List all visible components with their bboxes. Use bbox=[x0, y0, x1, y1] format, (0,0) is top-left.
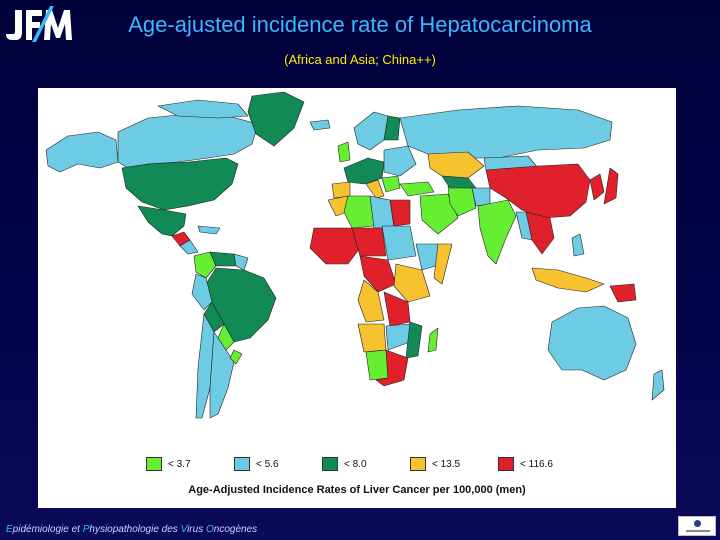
legend-item: < 116.6 bbox=[498, 457, 568, 471]
region-madagascar bbox=[427, 327, 439, 353]
region-new-zealand bbox=[651, 369, 665, 401]
region-philippines bbox=[571, 233, 585, 257]
region-canada bbox=[117, 113, 259, 169]
legend-label: < 13.5 bbox=[432, 458, 461, 470]
legend-item: < 8.0 bbox=[322, 457, 392, 471]
legend-swatch bbox=[410, 457, 426, 471]
region-australia bbox=[547, 305, 637, 381]
legend-item: < 5.6 bbox=[234, 457, 304, 471]
region-uk bbox=[337, 141, 351, 163]
region-middle-east bbox=[419, 193, 459, 235]
region-central-africa bbox=[359, 255, 397, 293]
region-guianas bbox=[233, 253, 249, 271]
jfm-logo bbox=[6, 6, 72, 42]
region-papua bbox=[609, 283, 637, 303]
footer-text: Epidémiologie et Physiopathologie des Vi… bbox=[6, 524, 258, 535]
region-algeria bbox=[343, 195, 375, 229]
legend-swatch bbox=[322, 457, 338, 471]
legend-swatch bbox=[498, 457, 514, 471]
region-zambia bbox=[385, 323, 411, 351]
legend-item: < 3.7 bbox=[146, 457, 216, 471]
region-caribbean bbox=[197, 225, 221, 235]
map-legend: < 3.7 < 5.6 < 8.0 < 13.5 < 116.6 bbox=[38, 454, 676, 474]
world-map bbox=[45, 91, 665, 419]
region-central-america-s bbox=[179, 239, 199, 255]
region-korea-japan bbox=[589, 173, 605, 201]
institution-logo bbox=[678, 516, 716, 536]
legend-swatch bbox=[234, 457, 250, 471]
region-mozambique bbox=[405, 321, 423, 359]
legend-swatch bbox=[146, 457, 162, 471]
page-title: Age-ajusted incidence rate of Hepatocarc… bbox=[128, 12, 592, 37]
region-india bbox=[477, 199, 517, 265]
region-iceland bbox=[309, 119, 331, 131]
region-uruguay bbox=[229, 349, 243, 365]
region-brazil bbox=[205, 267, 277, 343]
page-subtitle: (Africa and Asia; China++) bbox=[284, 52, 436, 67]
region-sudan bbox=[381, 225, 417, 261]
region-egypt bbox=[389, 199, 411, 227]
region-indonesia bbox=[531, 267, 605, 293]
region-argentina bbox=[209, 331, 235, 419]
region-alaska bbox=[45, 131, 119, 173]
region-scandinavia bbox=[353, 111, 389, 151]
region-myanmar bbox=[515, 211, 533, 241]
region-peru bbox=[191, 273, 213, 311]
region-east-africa bbox=[393, 263, 431, 303]
legend-label: < 5.6 bbox=[256, 458, 279, 470]
region-canada-north bbox=[157, 99, 249, 119]
region-balkans bbox=[381, 175, 401, 193]
region-mexico bbox=[137, 205, 187, 237]
region-greenland bbox=[247, 91, 305, 147]
region-somalia bbox=[433, 243, 453, 285]
map-panel: < 3.7 < 5.6 < 8.0 < 13.5 < 116.6 Age-Adj… bbox=[38, 88, 676, 508]
region-finland bbox=[383, 115, 401, 141]
legend-label: < 116.6 bbox=[520, 458, 553, 470]
region-eastern-europe bbox=[383, 145, 417, 177]
region-usa bbox=[121, 157, 239, 211]
region-west-africa bbox=[309, 227, 361, 265]
region-colombia bbox=[193, 251, 217, 279]
region-south-africa bbox=[375, 349, 409, 387]
map-caption: Age-Adjusted Incidence Rates of Liver Ca… bbox=[188, 484, 526, 496]
region-congo bbox=[357, 279, 385, 323]
region-niger-chad bbox=[351, 227, 387, 257]
region-russia bbox=[399, 105, 613, 159]
region-italy bbox=[365, 179, 385, 199]
region-turkey bbox=[399, 181, 435, 197]
region-angola bbox=[357, 323, 387, 353]
legend-label: < 8.0 bbox=[344, 458, 367, 470]
legend-item: < 13.5 bbox=[410, 457, 480, 471]
legend-label: < 3.7 bbox=[168, 458, 191, 470]
region-namibia bbox=[365, 349, 389, 381]
region-iberia bbox=[331, 181, 351, 199]
region-china bbox=[485, 163, 591, 219]
region-central-asia bbox=[441, 175, 477, 189]
region-japan bbox=[603, 167, 619, 205]
